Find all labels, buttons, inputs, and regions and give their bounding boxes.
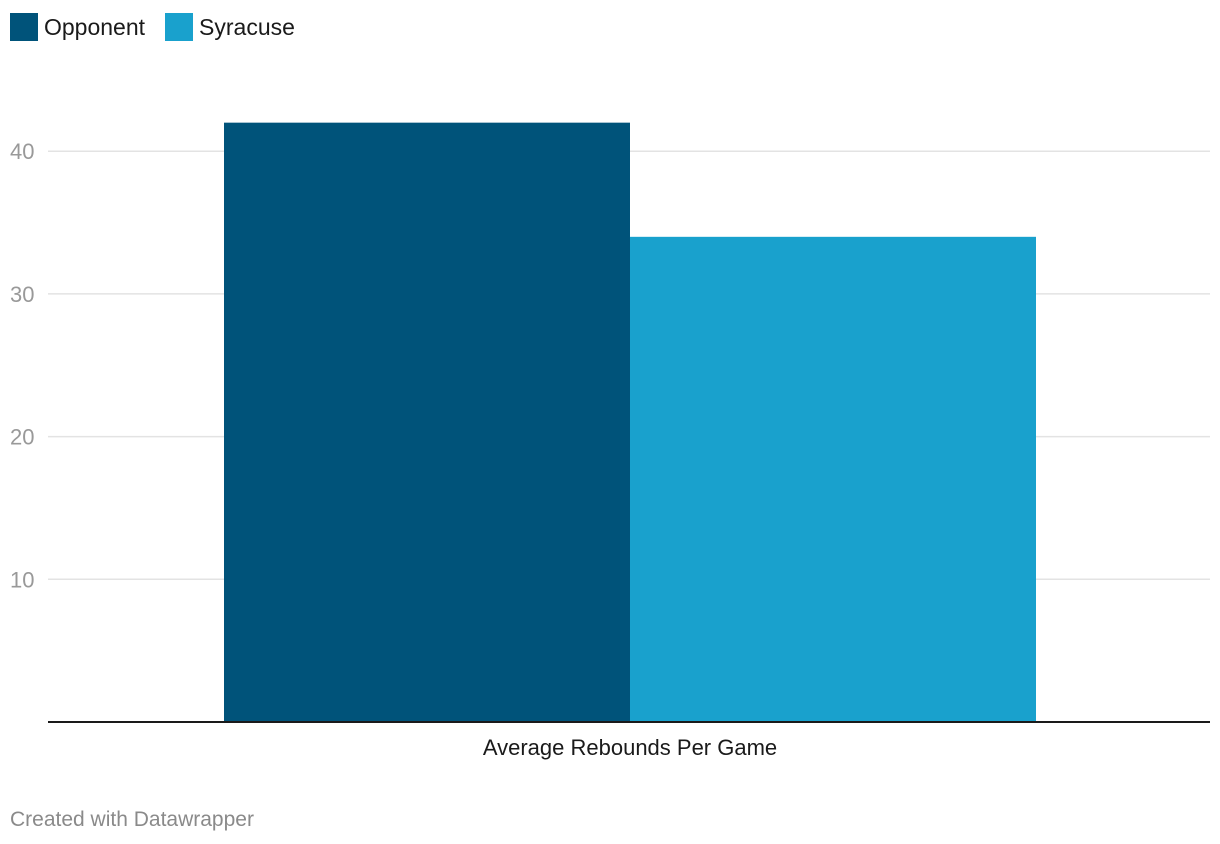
x-category-label: Average Rebounds Per Game bbox=[483, 735, 777, 760]
legend-item-opponent: Opponent bbox=[10, 13, 145, 41]
bar-syracuse bbox=[630, 236, 1036, 722]
legend-swatch-opponent bbox=[10, 13, 38, 41]
legend-item-syracuse: Syracuse bbox=[165, 13, 295, 41]
bar-opponent bbox=[224, 122, 630, 722]
y-tick-label-40: 40 bbox=[10, 139, 34, 164]
credit-text: Created with Datawrapper bbox=[10, 808, 254, 831]
y-tick-label-20: 20 bbox=[10, 425, 34, 450]
legend-label-syracuse: Syracuse bbox=[199, 14, 295, 40]
legend-label-opponent: Opponent bbox=[44, 14, 146, 40]
legend: Opponent Syracuse bbox=[10, 13, 295, 41]
legend-swatch-syracuse bbox=[165, 13, 194, 41]
y-tick-label-10: 10 bbox=[10, 567, 34, 592]
y-tick-label-30: 30 bbox=[10, 282, 34, 307]
